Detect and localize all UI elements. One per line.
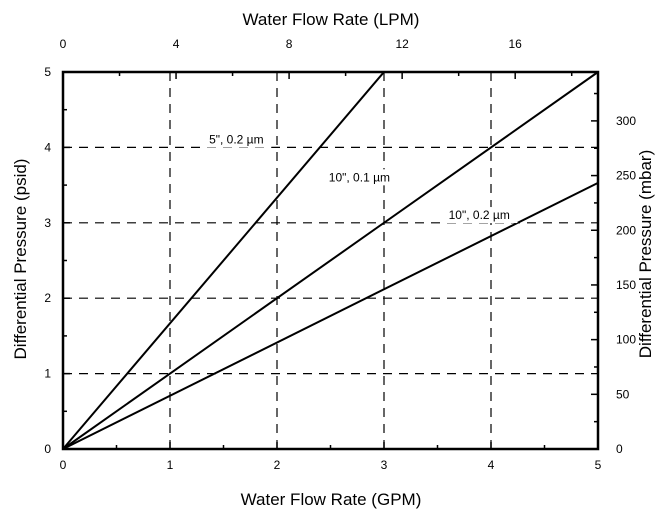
x-tick-label: 5	[595, 458, 602, 472]
y-tick-label: 5	[44, 65, 51, 79]
series-labels: 5", 0.2 µm 10", 0.1 µm 10", 0.2 µm	[201, 131, 518, 224]
x-axis-title-top: Water Flow Rate (LPM)	[243, 10, 420, 29]
y-axis-title-right: Differential Pressure (mbar)	[636, 150, 655, 358]
y2-tick-label: 100	[616, 333, 636, 347]
series-label: 10", 0.2 µm	[449, 208, 510, 222]
series-label-bg	[201, 131, 272, 148]
y2-tick-label: 200	[616, 223, 636, 237]
x2-tick-label: 12	[395, 37, 409, 51]
y2-tick-label: 0	[616, 442, 623, 456]
y-tick-label: 2	[44, 291, 51, 305]
y2-tick-label: 150	[616, 278, 636, 292]
x2-tick-label: 4	[173, 37, 180, 51]
x-tick-label: 4	[488, 458, 495, 472]
x-axis-title: Water Flow Rate (GPM)	[241, 490, 422, 509]
y-tick-label: 3	[44, 216, 51, 230]
axis-ticks	[62, 71, 599, 450]
y-axis-title: Differential Pressure (psid)	[11, 159, 30, 360]
y-tick-label: 0	[44, 442, 51, 456]
x2-tick-label: 8	[286, 37, 293, 51]
series-label: 5", 0.2 µm	[209, 133, 264, 147]
x-tick-label: 1	[167, 458, 174, 472]
x2-tick-label: 16	[509, 37, 523, 51]
y2-tick-label: 300	[616, 114, 636, 128]
y-tick-label: 1	[44, 367, 51, 381]
series-label-bg	[321, 169, 398, 186]
y-tick-label: 4	[44, 140, 51, 154]
series-line	[62, 181, 599, 450]
series-lines	[62, 71, 599, 450]
x2-tick-label: 0	[60, 37, 67, 51]
x-tick-label: 3	[381, 458, 388, 472]
series-label: 10", 0.1 µm	[329, 170, 390, 184]
series-line	[62, 71, 599, 450]
series-label-bg	[441, 207, 518, 224]
x-tick-label: 2	[274, 458, 281, 472]
series-line	[62, 71, 385, 450]
x-tick-label: 0	[60, 458, 67, 472]
y2-tick-label: 50	[616, 387, 630, 401]
y2-tick-label: 250	[616, 169, 636, 183]
